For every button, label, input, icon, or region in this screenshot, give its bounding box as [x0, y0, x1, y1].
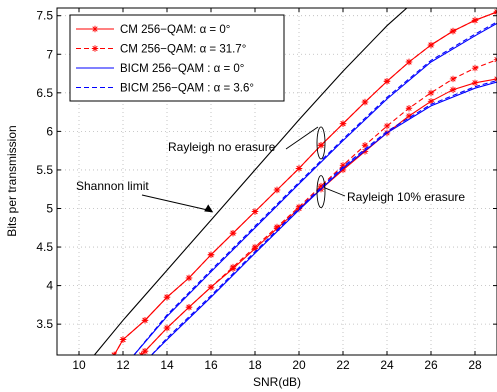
series-line: [151, 81, 497, 355]
series-3: [133, 22, 497, 355]
data-point: [295, 165, 303, 172]
x-tick-label: 14: [160, 358, 174, 372]
data-point: [163, 293, 171, 301]
x-tick-label: 18: [248, 358, 262, 372]
x-tick-label: 22: [336, 358, 350, 372]
annotation-erasure-label: Rayleigh 10% erasure: [347, 190, 465, 204]
annotation-group: Shannon limit Rayleigh no erasure Rayleigh…: [76, 126, 465, 213]
x-tick-label: 10: [72, 358, 86, 372]
annotation-arrow: [141, 194, 210, 211]
annotation-ellipse: [316, 175, 326, 208]
data-point: [405, 112, 413, 120]
data-point: [207, 251, 215, 258]
data-point: [229, 229, 237, 237]
data-point: [361, 98, 369, 106]
series-line: [141, 59, 497, 355]
data-point: [229, 263, 237, 271]
data-point: [449, 86, 457, 93]
series-group: [93, 8, 497, 355]
plot-frame: [56, 7, 497, 356]
data-point: [185, 274, 193, 282]
data-point: [141, 347, 149, 355]
data-point: [471, 79, 479, 86]
data-point: [339, 166, 347, 174]
x-axis-label: SNR(dB): [253, 375, 301, 389]
legend-label: BICM 256−QAM : α = 3.6°: [120, 83, 254, 95]
series-line: [93, 8, 408, 355]
annotation-leader: [285, 126, 319, 150]
data-point: [449, 75, 457, 83]
legend-label: CM 256−QAM: α = 0°: [120, 24, 230, 36]
series-7: [151, 81, 497, 355]
series-0: [93, 8, 408, 355]
data-point: [361, 142, 369, 149]
series-line: [133, 21, 497, 355]
data-point: [361, 148, 369, 155]
series-8: [151, 79, 497, 355]
data-point: [185, 303, 193, 311]
y-tick-label: 3.5: [36, 317, 53, 331]
data-point: [141, 317, 149, 324]
y-tick-label: 4.5: [36, 240, 53, 254]
data-point: [119, 336, 127, 343]
tick-group: 10 12 14 16 18 20 22 24 26 28 3.5 4 4.5 5 5.5 6 6.5 7 7.5: [36, 8, 497, 372]
x-tick-label: 26: [424, 358, 438, 372]
legend-label: BICM 256−QAM : α = 0°: [120, 63, 244, 75]
annotation-ellipse: [316, 126, 326, 160]
data-point: [273, 223, 281, 231]
data-point: [207, 283, 215, 291]
series-line: [151, 79, 497, 355]
data-point: [383, 78, 391, 85]
data-point: [405, 105, 413, 112]
y-tick-label: 5: [46, 201, 53, 215]
data-point: [471, 17, 479, 24]
data-point: [317, 182, 325, 190]
data-point: [317, 142, 325, 149]
x-tick-label: 20: [292, 358, 306, 372]
annotation-leader: [323, 187, 346, 197]
data-point: [427, 41, 435, 49]
annotation-shannon-label: Shannon limit: [76, 179, 149, 193]
y-tick-label: 6: [46, 124, 53, 138]
data-point: [449, 27, 457, 35]
legend-marker: [91, 25, 99, 33]
legend-marker: [91, 45, 99, 52]
data-point: [273, 186, 281, 194]
legend: CM 256−QAM: α = 0° CM 256−QAM: α = 31.7° B…: [69, 14, 285, 102]
x-tick-label: 24: [380, 358, 394, 372]
data-point: [339, 162, 347, 169]
data-point: [251, 243, 259, 251]
data-point: [251, 208, 259, 215]
series-line: [133, 22, 497, 355]
y-axis-label: Bits per transmission: [5, 125, 19, 236]
data-point: [383, 122, 391, 130]
y-tick-label: 4: [46, 279, 53, 293]
series-2: [111, 8, 497, 355]
data-point: [339, 120, 347, 127]
x-tick-label: 12: [116, 358, 130, 372]
legend-label: CM 256−QAM: α = 31.7°: [120, 44, 246, 56]
annotation-arrowhead: [204, 204, 214, 213]
data-point: [405, 58, 413, 66]
data-point: [427, 89, 435, 97]
annotation-no-erasure-label: Rayleigh no erasure: [168, 140, 276, 154]
y-tick-label: 7.5: [36, 9, 53, 23]
y-tick-label: 6.5: [36, 86, 53, 100]
series-6: [138, 56, 497, 355]
data-point: [295, 203, 303, 211]
x-tick-label: 16: [204, 358, 218, 372]
y-tick-label: 5.5: [36, 163, 53, 177]
series-4: [133, 21, 497, 355]
x-tick-label: 28: [468, 358, 482, 372]
y-tick-label: 7: [46, 47, 53, 61]
data-point: [427, 98, 435, 105]
data-point: [163, 324, 171, 332]
data-point: [471, 64, 479, 72]
